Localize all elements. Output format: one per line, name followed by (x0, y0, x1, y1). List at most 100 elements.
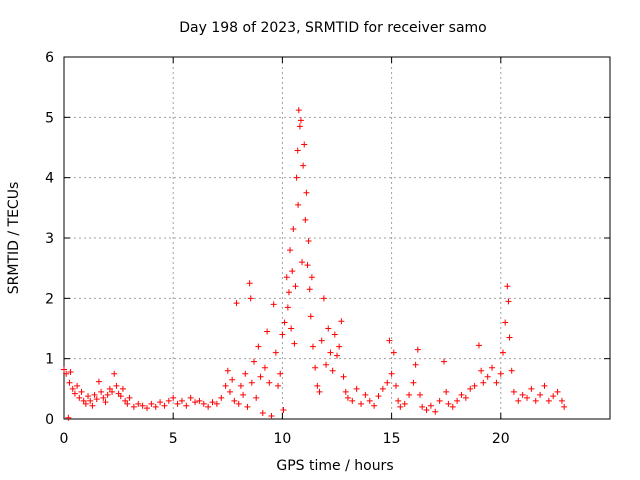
data-point (124, 400, 131, 407)
data-point (484, 373, 491, 380)
data-point (218, 394, 225, 401)
data-point (102, 399, 109, 406)
data-point (63, 370, 70, 377)
data-point (240, 391, 247, 398)
data-point (445, 400, 452, 407)
data-point (61, 366, 67, 373)
data-point (502, 319, 509, 326)
y-tick-label: 5 (45, 110, 54, 126)
data-point (307, 313, 314, 320)
data-point (222, 382, 229, 389)
data-point (545, 397, 552, 404)
data-point (290, 225, 297, 232)
data-point (541, 382, 548, 389)
data-point (397, 403, 404, 410)
data-point (353, 385, 360, 392)
data-point (406, 391, 413, 398)
data-point (104, 391, 111, 398)
data-point (454, 397, 461, 404)
data-point (344, 394, 351, 401)
data-point (213, 400, 220, 407)
y-tick-label: 3 (45, 231, 54, 247)
data-point (157, 399, 164, 406)
data-point (316, 388, 323, 395)
data-point (416, 391, 423, 398)
data-point (272, 349, 279, 356)
data-point (161, 402, 168, 409)
data-point (242, 370, 249, 377)
data-point (280, 406, 287, 413)
data-point (306, 286, 313, 293)
data-point (247, 295, 254, 302)
data-point (292, 283, 299, 290)
data-point (301, 141, 308, 148)
data-point (122, 397, 129, 404)
data-point (139, 402, 146, 409)
data-point (515, 397, 522, 404)
data-point (246, 280, 253, 287)
data-point (80, 397, 87, 404)
data-point (449, 403, 456, 410)
y-tick-label: 0 (45, 412, 54, 428)
data-point (467, 385, 474, 392)
data-point (410, 379, 417, 386)
data-point (504, 283, 511, 290)
data-point (126, 394, 133, 401)
data-point (85, 393, 92, 400)
data-point (165, 397, 172, 404)
data-point (340, 373, 347, 380)
data-point (392, 382, 399, 389)
data-point (554, 388, 561, 395)
data-point (499, 349, 506, 356)
data-point (78, 388, 85, 395)
data-point (224, 367, 231, 374)
data-point (302, 216, 309, 223)
data-point (401, 400, 408, 407)
x-tick-label: 20 (492, 431, 510, 447)
data-point (264, 328, 271, 335)
data-point (135, 400, 142, 407)
data-point (475, 342, 482, 349)
data-point (284, 304, 291, 311)
data-point (89, 402, 96, 409)
data-point (375, 393, 382, 400)
data-point (233, 300, 240, 307)
data-point (436, 397, 443, 404)
data-point (510, 388, 517, 395)
data-point (231, 397, 238, 404)
data-point (148, 400, 155, 407)
data-point (349, 397, 356, 404)
data-point (427, 402, 434, 409)
data-point (443, 388, 450, 395)
data-point (183, 402, 190, 409)
y-tick-label: 4 (45, 171, 54, 187)
data-point (309, 343, 316, 350)
data-point (342, 388, 349, 395)
data-point (106, 385, 113, 392)
data-point (287, 247, 294, 254)
data-point (289, 268, 296, 275)
data-point (293, 174, 300, 181)
data-point (66, 379, 73, 386)
data-point (257, 373, 264, 380)
data-point (524, 394, 531, 401)
data-point (100, 394, 107, 401)
data-point (480, 379, 487, 386)
data-point (76, 394, 83, 401)
data-point (174, 400, 181, 407)
data-point (561, 403, 568, 410)
data-point (178, 397, 185, 404)
y-tick-label: 6 (45, 50, 54, 66)
data-point (505, 298, 512, 305)
data-point (261, 364, 268, 371)
data-point (291, 340, 298, 347)
data-point (395, 397, 402, 404)
data-point (187, 394, 194, 401)
x-tick-label: 10 (273, 431, 291, 447)
data-point (318, 337, 325, 344)
data-point (358, 400, 365, 407)
data-point (69, 385, 76, 392)
x-tick-label: 15 (383, 431, 401, 447)
data-point (338, 318, 345, 325)
data-point (414, 346, 421, 353)
